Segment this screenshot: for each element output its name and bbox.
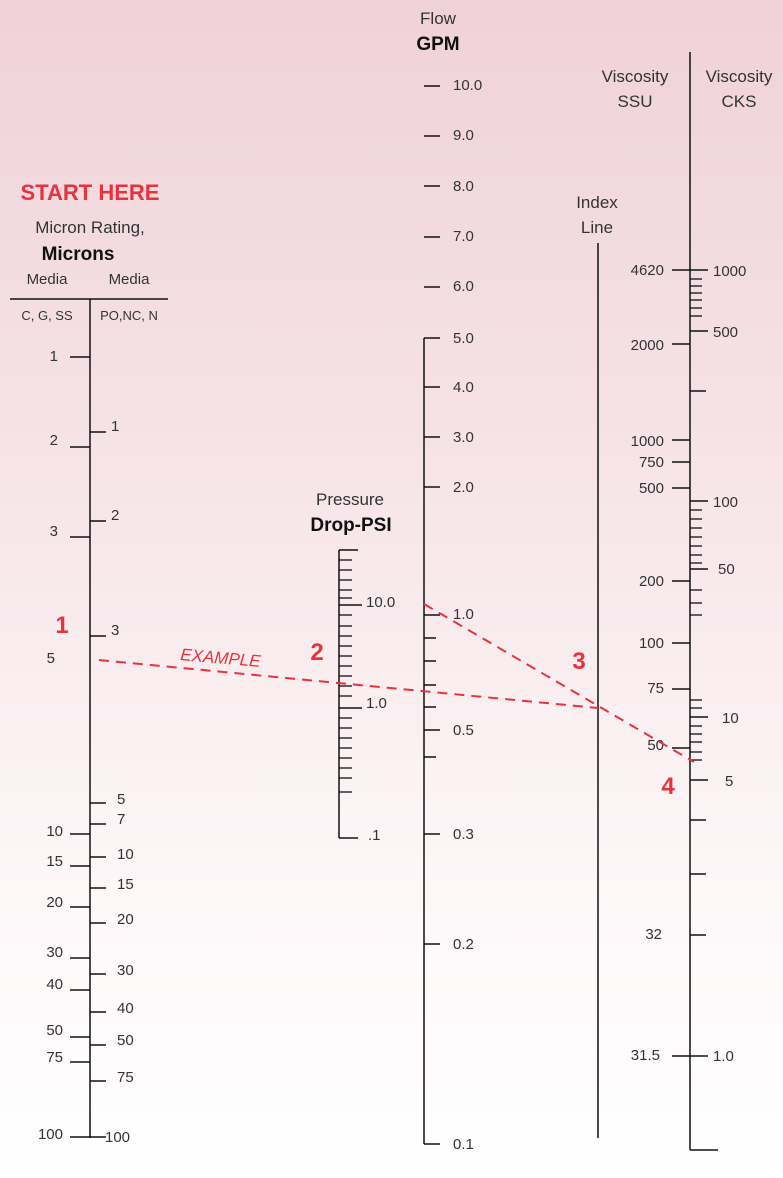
flow-tick-label: 4.0 xyxy=(453,379,474,396)
micron-left-tick-label: 2 xyxy=(50,432,58,449)
flow-tick-label: 2.0 xyxy=(453,479,474,496)
micron-left-tick-label: 1 xyxy=(50,348,58,365)
index-title: Index xyxy=(576,193,618,212)
viscosity-cks-label: 50 xyxy=(718,561,735,578)
micron-right-tick-label: 10 xyxy=(117,846,134,863)
viscosity-cks-label: 500 xyxy=(713,324,738,341)
micron-right-tick-label: 5 xyxy=(117,791,125,808)
micron-right-tick-label: 20 xyxy=(117,911,134,928)
viscosity-scale: Viscosity SSU Viscosity CKS 4620 2000 10… xyxy=(602,52,773,1150)
micron-right-tick-label: 40 xyxy=(117,1000,134,1017)
viscosity-cks-label: 5 xyxy=(725,773,733,790)
viscosity-ssu-label: 1000 xyxy=(631,433,664,450)
viscosity-cks-label: 1.0 xyxy=(713,1048,734,1065)
step-2-marker: 2 xyxy=(310,639,323,666)
micron-title-bold: Microns xyxy=(42,244,115,265)
pressure-minor-ticks xyxy=(339,560,352,792)
pressure-scale: Pressure Drop-PSI 10.0 1.0 .1 xyxy=(310,490,395,844)
flow-tick-label: 0.5 xyxy=(453,722,474,739)
micron-media-right: Media xyxy=(109,271,151,288)
micron-media-left: Media xyxy=(27,271,69,288)
viscosity-cks-unit: CKS xyxy=(722,92,757,111)
pressure-tick-label: 10.0 xyxy=(366,594,395,611)
viscosity-ssu-unit: SSU xyxy=(618,92,653,111)
micron-left-tick-label: 50 xyxy=(46,1022,63,1039)
micron-right-tick-label: 1 xyxy=(111,418,119,435)
viscosity-ssu-label: 50 xyxy=(647,737,664,754)
micron-right-tick-label: 3 xyxy=(111,622,119,639)
micron-left-tick-label: 100 xyxy=(38,1126,63,1143)
viscosity-cks-label: 100 xyxy=(713,494,738,511)
viscosity-cks-label: 1000 xyxy=(713,263,746,280)
viscosity-cks-ticks: 1000 500 100 50 10 5 1.0 xyxy=(690,263,746,1065)
micron-right-tick-label: 2 xyxy=(111,507,119,524)
example-line-a xyxy=(99,660,598,708)
viscosity-ssu-title: Viscosity xyxy=(602,67,669,86)
step-4-marker: 4 xyxy=(661,773,675,800)
micron-sub-left: C, G, SS xyxy=(21,308,73,323)
flow-tick-label: 0.1 xyxy=(453,1136,474,1153)
micron-left-tick-label: 30 xyxy=(46,944,63,961)
flow-title: Flow xyxy=(420,9,457,28)
micron-left-tick-label: 20 xyxy=(46,894,63,911)
start-here-label: START HERE xyxy=(21,180,160,205)
micron-left-tick-label: 40 xyxy=(46,976,63,993)
micron-left-ticks: 1 2 3 5 10 15 20 30 40 50 75 100 xyxy=(38,348,90,1143)
viscosity-cks-title: Viscosity xyxy=(706,67,773,86)
step-1-marker: 1 xyxy=(55,612,68,639)
flow-tick-label: 8.0 xyxy=(453,178,474,195)
pressure-title: Pressure xyxy=(316,490,384,509)
flow-tick-label: 0.2 xyxy=(453,936,474,953)
micron-left-tick-label: 10 xyxy=(46,823,63,840)
viscosity-cks-minor-ticks xyxy=(690,279,702,760)
pressure-tick-label: 1.0 xyxy=(366,695,387,712)
micron-sub-right: PO,NC, N xyxy=(100,308,158,323)
micron-right-tick-label: 30 xyxy=(117,962,134,979)
viscosity-ssu-label: 4620 xyxy=(631,262,664,279)
viscosity-ssu-label: 200 xyxy=(639,573,664,590)
micron-right-tick-label: 75 xyxy=(117,1069,134,1086)
flow-tick-label: 3.0 xyxy=(453,429,474,446)
micron-title: Micron Rating, xyxy=(35,218,145,237)
micron-left-tick-label: 75 xyxy=(46,1049,63,1066)
micron-scale: START HERE Micron Rating, Microns Media … xyxy=(10,180,168,1146)
micron-right-tick-label: 7 xyxy=(117,811,125,828)
flow-tick-label: 9.0 xyxy=(453,127,474,144)
micron-left-tick-label: 15 xyxy=(46,853,63,870)
micron-right-ticks: 1 2 3 5 7 10 15 20 30 40 50 75 100 xyxy=(90,418,134,1146)
flow-title-bold: GPM xyxy=(416,34,459,55)
viscosity-ssu-label: 100 xyxy=(639,635,664,652)
step-3-marker: 3 xyxy=(572,648,585,675)
viscosity-ssu-label: 31.5 xyxy=(631,1047,660,1064)
flow-tick-label: 6.0 xyxy=(453,278,474,295)
pressure-tick-label: .1 xyxy=(368,827,381,844)
flow-tick-label: 1.0 xyxy=(453,606,474,623)
flow-tick-label: 10.0 xyxy=(453,77,482,94)
micron-right-tick-label: 50 xyxy=(117,1032,134,1049)
micron-left-tick-label: 3 xyxy=(50,523,58,540)
index-title-line2: Line xyxy=(581,218,613,237)
flow-tick-label: 5.0 xyxy=(453,330,474,347)
micron-left-tick-label: 5 xyxy=(47,650,55,667)
viscosity-ssu-label: 32 xyxy=(645,926,662,943)
micron-right-tick-label: 100 xyxy=(105,1129,130,1146)
viscosity-ssu-ticks: 4620 2000 1000 750 500 200 100 75 50 32 … xyxy=(631,262,690,1064)
viscosity-cks-label: 10 xyxy=(722,710,739,727)
viscosity-ssu-label: 750 xyxy=(639,454,664,471)
viscosity-ssu-label: 2000 xyxy=(631,337,664,354)
pressure-title-bold: Drop-PSI xyxy=(310,515,391,536)
viscosity-ssu-label: 75 xyxy=(647,680,664,697)
flow-tick-label: 7.0 xyxy=(453,228,474,245)
micron-right-tick-label: 15 xyxy=(117,876,134,893)
flow-scale: Flow GPM 10.0 9.0 8.0 7.0 6.0 5.0 4.0 3.… xyxy=(416,9,482,1153)
example-label: EXAMPLE xyxy=(180,645,262,671)
flow-tick-label: 0.3 xyxy=(453,826,474,843)
viscosity-ssu-label: 500 xyxy=(639,480,664,497)
